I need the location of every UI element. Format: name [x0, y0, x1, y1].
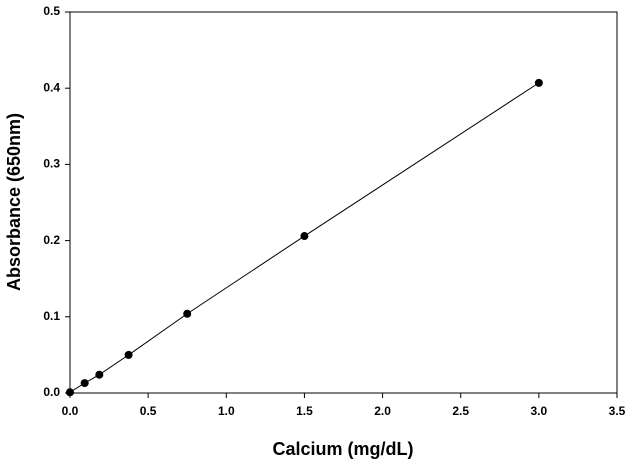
x-tick-label: 2.5 — [452, 404, 469, 418]
y-axis-title: Absorbance (650nm) — [4, 113, 24, 291]
x-tick-label: 3.0 — [531, 404, 548, 418]
y-tick-label: 0.4 — [43, 80, 60, 94]
x-tick-label: 0.0 — [62, 404, 79, 418]
y-tick-label: 0.3 — [43, 157, 60, 171]
x-tick-label: 3.5 — [609, 404, 626, 418]
x-tick-label: 2.0 — [374, 404, 391, 418]
data-point — [183, 309, 192, 318]
x-tick-label: 1.5 — [296, 404, 313, 418]
x-tick-label: 1.0 — [218, 404, 235, 418]
data-point — [80, 379, 89, 388]
data-point — [534, 78, 543, 87]
plot-frame — [69, 11, 618, 394]
x-tick-label: 0.5 — [140, 404, 157, 418]
x-axis-title: Calcium (mg/dL) — [272, 439, 413, 459]
y-tick-label: 0.2 — [43, 233, 60, 247]
data-point — [300, 232, 309, 241]
data-point — [95, 370, 104, 379]
y-tick-label: 0.0 — [43, 385, 60, 399]
data-point — [66, 388, 74, 397]
data-point — [124, 350, 133, 359]
y-tick-label: 0.5 — [43, 4, 60, 18]
y-tick-label: 0.1 — [43, 309, 60, 323]
